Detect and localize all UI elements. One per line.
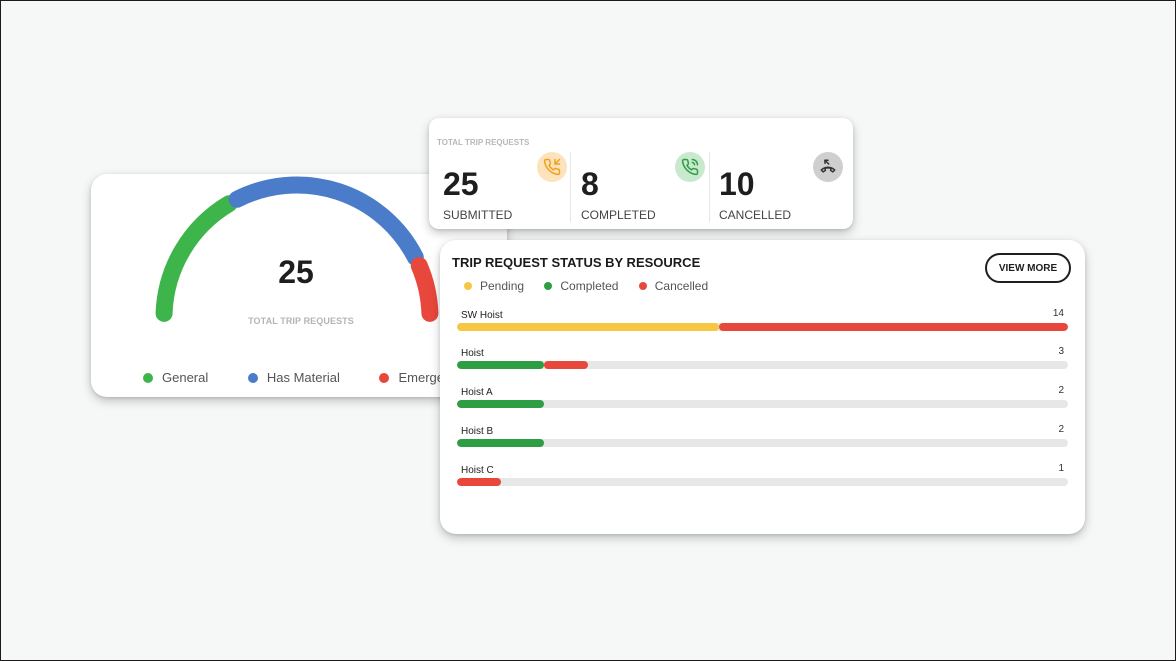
status-legend: Pending Completed Cancelled [464, 279, 725, 293]
status-by-resource-card: TRIP REQUEST STATUS BY RESOURCE VIEW MOR… [440, 240, 1085, 534]
gauge-caption: TOTAL TRIP REQUESTS [248, 316, 354, 326]
stat-completed-label: COMPLETED [581, 208, 656, 222]
bar-segment-cancelled [718, 323, 1068, 331]
bar-segment-cancelled [544, 361, 588, 369]
resource-row: Hoist C 1 [457, 463, 1068, 495]
resource-row: Hoist 3 [457, 346, 1068, 378]
stat-divider [570, 152, 571, 222]
phone-incoming-icon [537, 152, 567, 182]
legend-item-general: General [143, 370, 208, 385]
resource-count: 14 [1052, 308, 1064, 319]
resource-count: 2 [1058, 385, 1064, 396]
stat-submitted-label: SUBMITTED [443, 208, 513, 222]
status-card-title: TRIP REQUEST STATUS BY RESOURCE [452, 255, 701, 270]
legend-item-has-material: Has Material [247, 370, 340, 385]
stat-completed-value: 8 [581, 166, 599, 202]
legend-label-has-material: Has Material [266, 370, 340, 385]
resource-bar [457, 478, 1068, 486]
resource-bar [457, 400, 1068, 408]
stat-cancelled-label: CANCELLED [719, 208, 792, 222]
legend-label-cancelled: Cancelled [654, 279, 709, 293]
gauge-arc-has-material [228, 176, 424, 266]
stat-cancelled-value: 10 [719, 166, 755, 202]
resource-row: SW Hoist 14 [457, 308, 1068, 340]
resource-bar [457, 361, 1068, 369]
resource-row: Hoist A 2 [457, 385, 1068, 417]
gauge-arc-emergency [410, 257, 439, 322]
stat-cancelled: 10 CANCELLED [719, 148, 844, 222]
phone-missed-icon [813, 152, 843, 182]
legend-dot-general [143, 372, 153, 383]
stat-submitted-value: 25 [443, 166, 479, 202]
legend-item-pending: Pending [464, 279, 524, 293]
resource-bar [457, 439, 1068, 447]
phone-call-icon [675, 152, 705, 182]
trip-summary-card: TOTAL TRIP REQUESTS 25 SUBMITTED 8 COMPL… [429, 118, 853, 229]
legend-label-general: General [162, 370, 209, 385]
gauge-total-value: 25 [278, 254, 314, 290]
gauge-arc-general [155, 195, 238, 322]
resource-name: Hoist [461, 348, 484, 359]
bar-segment-completed [457, 361, 545, 369]
summary-title: TOTAL TRIP REQUESTS [437, 138, 530, 147]
resource-name: SW Hoist [461, 310, 503, 321]
resource-name: Hoist B [461, 426, 494, 437]
legend-dot-completed [544, 282, 553, 290]
legend-dot-pending [464, 282, 472, 290]
bar-segment-cancelled [457, 478, 501, 486]
stat-divider [709, 152, 710, 222]
legend-dot-has-material [247, 372, 258, 383]
resource-name: Hoist C [461, 465, 494, 476]
resource-row: Hoist B 2 [457, 424, 1068, 456]
bar-segment-completed [457, 400, 545, 408]
bar-segment-pending [457, 323, 719, 331]
resource-count: 1 [1058, 463, 1064, 474]
resource-count: 2 [1058, 424, 1064, 435]
resource-bar [457, 323, 1068, 331]
gauge-chart [155, 176, 439, 322]
legend-label-completed: Completed [560, 279, 619, 293]
legend-dot-cancelled [638, 282, 647, 290]
legend-item-cancelled: Cancelled [638, 279, 709, 293]
resource-name: Hoist A [461, 387, 493, 398]
legend-item-completed: Completed [544, 279, 618, 293]
legend-dot-emergency [379, 372, 390, 383]
bar-segment-completed [457, 439, 545, 447]
trip-type-gauge-card: 25 TOTAL TRIP REQUESTS General Has Mater… [91, 174, 507, 397]
stat-completed: 8 COMPLETED [581, 148, 706, 222]
stat-submitted: 25 SUBMITTED [443, 148, 568, 222]
resource-count: 3 [1058, 346, 1064, 357]
view-more-button[interactable]: VIEW MORE [985, 253, 1071, 283]
legend-label-pending: Pending [480, 279, 525, 293]
